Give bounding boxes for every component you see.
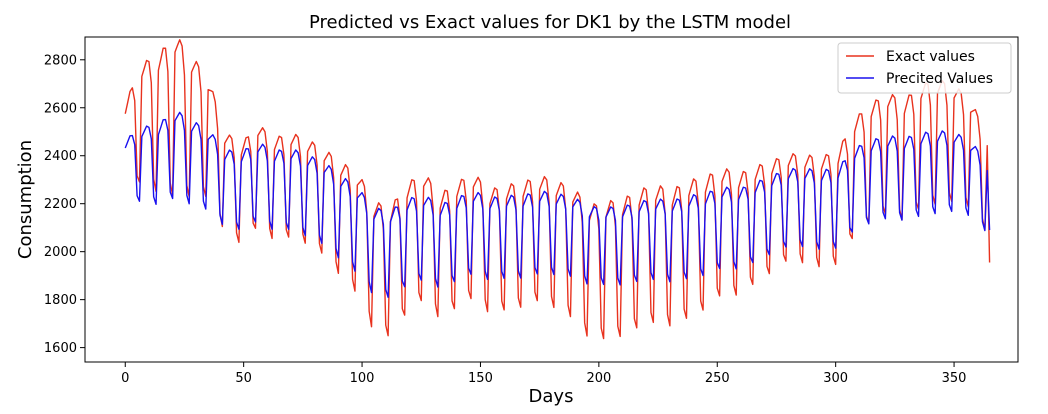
legend-label-exact: Exact values xyxy=(886,49,975,65)
x-axis: 0 50 100 150 200 250 300 350 xyxy=(121,362,966,386)
series-line-predicted xyxy=(124,111,991,298)
plot-frame xyxy=(84,36,1019,363)
x-tick-label: 200 xyxy=(586,371,611,386)
y-tick-label: 2000 xyxy=(44,245,77,260)
y-tick-label: 1600 xyxy=(44,341,77,356)
y-axis: 1600 1800 2000 2200 2400 2600 2800 xyxy=(44,53,85,356)
x-tick-label: 100 xyxy=(350,371,375,386)
y-tick-label: 2200 xyxy=(44,197,77,212)
x-tick-label: 50 xyxy=(235,371,252,386)
x-tick-label: 350 xyxy=(942,371,967,386)
x-tick-label: 0 xyxy=(121,371,129,386)
plot-area xyxy=(84,36,1019,363)
x-tick-label: 250 xyxy=(705,371,730,386)
y-tick-label: 2600 xyxy=(44,101,77,116)
y-axis-label: Consumption xyxy=(15,140,36,259)
chart-title: Predicted vs Exact values for DK1 by the… xyxy=(309,12,791,33)
y-tick-label: 1800 xyxy=(44,293,77,308)
legend: Exact values Precited Values xyxy=(837,42,1012,94)
y-tick-label: 2400 xyxy=(44,149,77,164)
legend-label-predicted: Precited Values xyxy=(886,71,993,87)
x-tick-label: 300 xyxy=(823,371,848,386)
y-tick-label: 2800 xyxy=(44,53,77,68)
legend-box xyxy=(837,42,1012,94)
x-tick-label: 150 xyxy=(468,371,493,386)
series-layer xyxy=(124,39,991,340)
x-axis-label: Days xyxy=(529,386,574,407)
